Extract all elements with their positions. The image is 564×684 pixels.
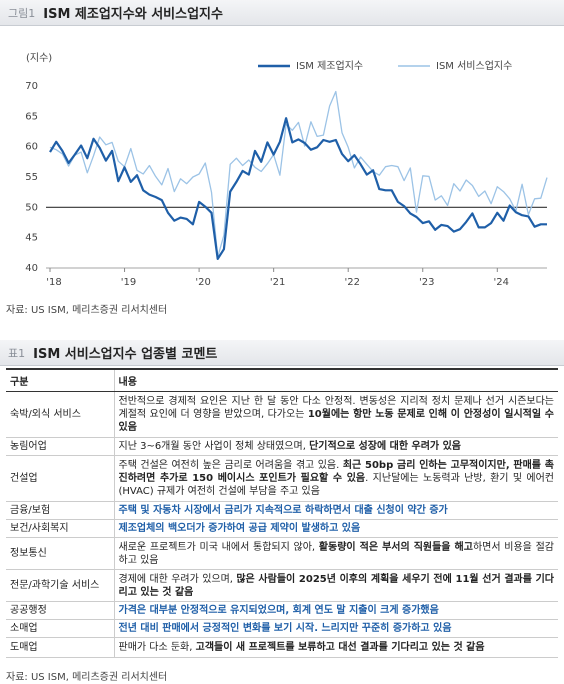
comment-text: 하면서 비용을 절감하고 있음 — [118, 541, 554, 566]
table-header: 표1 ISM 서비스업지수 업종별 코멘트 — [0, 340, 564, 366]
comment-text: 활동량이 적은 부서의 직원들을 해고 — [318, 541, 473, 553]
table-row: 공공행정 가격은 대부분 안정적으로 유지되었으며, 회계 연도 말 지출이 크게… — [6, 601, 558, 620]
table-title: ISM 서비스업지수 업종별 코멘트 — [33, 347, 218, 362]
comment-cell: 새로운 프로젝트가 미국 내에서 통합되지 않아, 활동량이 적은 부서의 직원… — [114, 537, 558, 570]
comment-cell: 주택 건설은 여전히 높은 금리로 어려움을 겪고 있음. 최근 50bp 금리… — [114, 455, 558, 502]
figure-title: ISM 제조업지수와 서비스업지수 — [43, 7, 223, 22]
x-tick-label: '20 — [195, 277, 210, 288]
x-tick-label: '24 — [494, 277, 509, 288]
comment-cell: 판매가 다소 둔화, 고객들이 새 프로젝트를 보류하고 대선 결과를 기다리고… — [114, 637, 558, 658]
y-tick-label: 40 — [25, 263, 38, 274]
category-cell: 농림어업 — [6, 437, 115, 456]
y-tick-label: 70 — [25, 81, 38, 92]
comment-cell: 전반적으로 경제적 요인은 지난 한 달 동안 다소 안정적. 변동성은 지리적… — [114, 391, 558, 438]
comment-text: . 지난달에는 노동력과 난방, 환기 및 에어컨 (HVAC) 규제가 여전히… — [118, 473, 555, 497]
category-cell: 공공행정 — [6, 601, 115, 620]
comment-cell: 전년 대비 판매에서 긍정적인 변화를 보기 시작. 느리지만 꾸준히 증가하고… — [114, 619, 558, 638]
comment-cell: 주택 및 자동차 시장에서 금리가 지속적으로 하락하면서 대출 신청이 약간 … — [114, 501, 558, 520]
x-tick-label: '18 — [46, 277, 61, 288]
table-row: 도매업 판매가 다소 둔화, 고객들이 새 프로젝트를 보류하고 대선 결과를 기… — [6, 637, 558, 658]
category-cell: 보건/사회복지 — [6, 519, 115, 538]
comment-text: 고객들이 새 프로젝트를 보류하고 대선 결과를 기다리고 있는 것 같음 — [195, 642, 485, 653]
legend-label: ISM 서비스업지수 — [436, 59, 512, 72]
comment-text: 전년 대비 판매에서 긍정적인 변화를 보기 시작. 느리지만 꾸준히 증가하고… — [118, 623, 452, 634]
category-cell: 전문/과학기술 서비스 — [6, 569, 115, 602]
table-row: 보건/사회복지 제조업체의 백오더가 증가하여 공급 제약이 발생하고 있음 — [6, 519, 558, 538]
comment-cell: 제조업체의 백오더가 증가하여 공급 제약이 발생하고 있음 — [114, 519, 558, 538]
comment-text: 주택 건설은 여전히 높은 금리로 어려움을 겪고 있음. — [118, 460, 343, 471]
comment-cell: 가격은 대부분 안정적으로 유지되었으며, 회계 연도 말 지출이 크게 증가했… — [114, 601, 558, 620]
comment-cell: 지난 3~6개월 동안 사업이 정체 상태였으며, 단기적으로 성장에 대한 우… — [114, 437, 558, 456]
table-row: 금융/보험 주택 및 자동차 시장에서 금리가 지속적으로 하락하면서 대출 신청… — [6, 501, 558, 520]
category-cell: 숙박/외식 서비스 — [6, 391, 115, 438]
table-row: 건설업 주택 건설은 여전히 높은 금리로 어려움을 겪고 있음. 최근 50bp… — [6, 455, 558, 502]
column-header: 구분 — [6, 369, 115, 392]
category-cell: 금융/보험 — [6, 501, 115, 520]
header-row: 구분 내용 — [6, 369, 558, 392]
y-tick-label: 50 — [25, 202, 38, 213]
figure-header: 그림1 ISM 제조업지수와 서비스업지수 — [0, 0, 564, 26]
table-label: 표1 — [8, 346, 26, 360]
y-tick-label: 60 — [25, 142, 38, 153]
y-tick-label: 45 — [25, 233, 38, 244]
chart: (지수) 40 45 50 55 60 65 70 '18 '19 '20 '21 '22 '23 '24… — [25, 52, 548, 288]
comment-text: 판매가 다소 둔화, — [118, 642, 196, 653]
figure-label: 그림1 — [8, 6, 36, 20]
table-row: 농림어업 지난 3~6개월 동안 사업이 정체 상태였으며, 단기적으로 성장에 … — [6, 437, 558, 456]
comment-text: 주택 및 자동차 시장에서 금리가 지속적으로 하락하면서 대출 신청이 약간 … — [118, 505, 448, 516]
comment-text: 가격은 대부분 안정적으로 유지되었으며, 회계 연도 말 지출이 크게 증가했… — [118, 605, 439, 616]
x-tick-label: '19 — [121, 277, 136, 288]
comment-cell: 경제에 대한 우려가 있으며, 많은 사람들이 2025년 이후의 계획을 세우… — [114, 569, 558, 602]
category-cell: 도매업 — [6, 637, 115, 658]
source: 자료: US ISM, 메리츠증권 리서치센터 — [6, 305, 168, 316]
comment-text: 제조업체의 백오더가 증가하여 공급 제약이 발생하고 있음 — [118, 523, 361, 534]
comment-text: 단기적으로 성장에 대한 우려가 있음 — [309, 441, 461, 452]
table-row: 정보통신 새로운 프로젝트가 미국 내에서 통합되지 않아, 활동량이 적은 부서… — [6, 537, 558, 570]
y-axis-label: (지수) — [26, 52, 52, 64]
comment-text: 최근 50bp 금리 인하는 고무적이지만, 판매를 촉진하려면 추가로 150… — [118, 460, 555, 484]
source: 자료: US ISM, 메리츠증권 리서치센터 — [6, 672, 168, 683]
comment-text: 지난 3~6개월 동안 사업이 정체 상태였으며, — [118, 441, 310, 452]
comment-text: 경제에 대한 우려가 있으며, — [118, 573, 237, 585]
y-tick-label: 55 — [25, 172, 38, 183]
comment-text: 10월에는 항만 노동 문제로 인해 이 안정성이 일시적일 수 있음 — [118, 409, 555, 433]
y-tick-label: 65 — [25, 111, 38, 122]
table-row: 전문/과학기술 서비스 경제에 대한 우려가 있으며, 많은 사람들이 2025년… — [6, 569, 558, 602]
series-line — [49, 90, 548, 258]
x-tick-label: '22 — [344, 277, 359, 288]
comment-table: 구분 내용 숙박/외식 서비스 전반적으로 경제적 요인은 지난 한 달 동안 다… — [6, 368, 558, 658]
comment-text: 새로운 프로젝트가 미국 내에서 통합되지 않아, — [118, 541, 319, 553]
series-line — [49, 117, 547, 260]
category-cell: 건설업 — [6, 455, 115, 502]
legend-label: ISM 제조업지수 — [296, 59, 363, 72]
category-cell: 소매업 — [6, 619, 115, 638]
table-row: 소매업 전년 대비 판매에서 긍정적인 변화를 보기 시작. 느리지만 꾸준히 증… — [6, 619, 558, 638]
column-header: 내용 — [114, 369, 558, 392]
table-row: 숙박/외식 서비스 전반적으로 경제적 요인은 지난 한 달 동안 다소 안정적.… — [6, 391, 558, 438]
comment-text: 많은 사람들이 2025년 이후의 계획을 세우기 전에 11월 선거 결과를 … — [118, 573, 555, 598]
comment-text: 전반적으로 경제적 요인은 지난 한 달 동안 다소 안정적. 변동성은 지리적… — [118, 396, 555, 420]
category-cell: 정보통신 — [6, 537, 115, 570]
x-tick-label: '23 — [419, 277, 434, 288]
x-tick-label: '21 — [270, 277, 285, 288]
